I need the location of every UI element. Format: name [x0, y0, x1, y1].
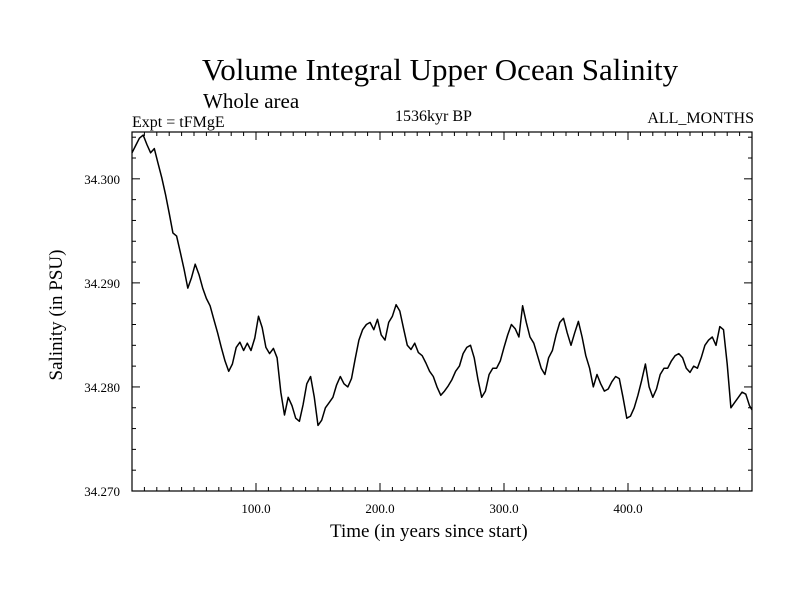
plot-frame: [131, 131, 753, 492]
y-tick-label: 34.280: [84, 380, 120, 395]
y-tick-label: 34.300: [84, 172, 120, 187]
salinity-series-line: [131, 134, 753, 427]
x-tick-label: 300.0: [489, 501, 518, 516]
experiment-label: Expt = tFMgE: [132, 114, 225, 131]
months-label: ALL_MONTHS: [647, 110, 754, 127]
chart-subtitle: Whole area: [203, 89, 300, 113]
x-axis-label: Time (in years since start): [330, 521, 528, 542]
x-tick-label: 200.0: [365, 501, 394, 516]
y-tick-label: 34.290: [84, 276, 120, 291]
y-tick-label: 34.270: [84, 484, 120, 499]
x-tick-label: 100.0: [241, 501, 270, 516]
time-period-label: 1536kyr BP: [395, 108, 472, 125]
x-tick-label: 400.0: [613, 501, 642, 516]
chart-title: Volume Integral Upper Ocean Salinity: [201, 52, 679, 87]
